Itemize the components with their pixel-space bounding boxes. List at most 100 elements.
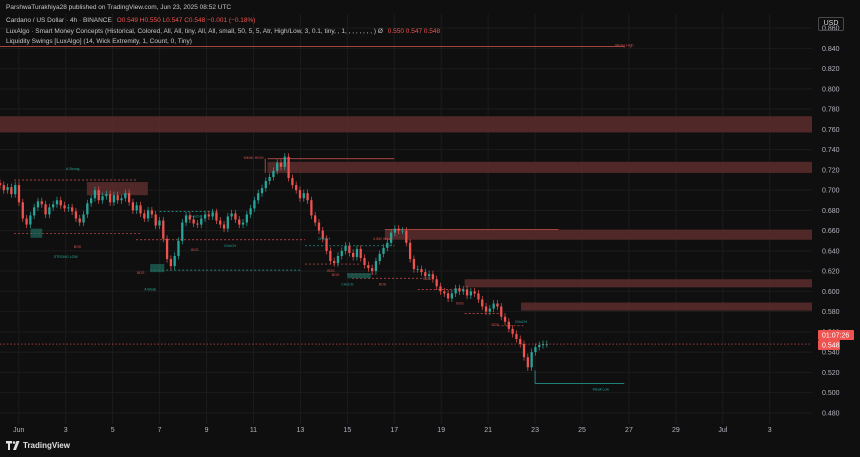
candle (473, 287, 476, 297)
candle (200, 214, 203, 229)
tradingview-brand-text: TradingView (23, 441, 70, 450)
price-tick-label: 0.500 (822, 390, 840, 397)
candle-body (86, 203, 89, 215)
candle-body (500, 306, 503, 317)
candle-body (253, 200, 256, 209)
candle (367, 261, 370, 272)
candle-body (443, 291, 446, 294)
candle (522, 340, 526, 361)
price-tick-label: 0.700 (822, 188, 840, 195)
candle-body (207, 214, 210, 217)
candle-body (496, 303, 499, 307)
candle (25, 214, 28, 229)
candle-body (238, 219, 241, 225)
candle-body (515, 333, 518, 339)
time-tick-label: 25 (578, 427, 586, 434)
candle (321, 227, 324, 243)
candle (21, 198, 24, 223)
candle (469, 287, 473, 299)
candle (386, 239, 389, 252)
candle-body (146, 210, 150, 219)
candle (238, 215, 241, 229)
candle (298, 186, 302, 202)
candle-body (306, 193, 309, 201)
candle-body (59, 200, 62, 206)
price-tick-label: 0.580 (822, 309, 840, 316)
indicator-smc-values: 0.550 0.547 0.548 (387, 28, 441, 35)
candle-body (55, 200, 59, 205)
candle (477, 289, 480, 304)
candle-body (188, 215, 192, 220)
structure-label: WEAK HIGH (243, 156, 264, 160)
indicator-liquidity-label[interactable]: Liquidity Swings [LuxAlgo] (14, Wick Ext… (6, 38, 192, 45)
candle-body (393, 228, 397, 233)
current-price-tag: 01:07:26 0.548 (0, 330, 854, 351)
candle (40, 197, 43, 208)
candle-body (283, 156, 286, 167)
candle-body (264, 181, 267, 189)
candle (78, 214, 81, 227)
structure-label: 0.552 Weak (373, 237, 392, 241)
currency-button[interactable]: USD (818, 17, 844, 31)
candle-body (412, 258, 416, 270)
candle-body (450, 293, 454, 299)
candle (401, 227, 404, 235)
candle (181, 219, 184, 245)
candle (500, 303, 503, 321)
price-tick-label: 0.540 (822, 350, 840, 357)
candle (450, 289, 454, 303)
candle (420, 265, 423, 276)
candle (249, 204, 252, 218)
candle-body (112, 195, 116, 203)
candle (348, 242, 351, 257)
demand-zone (150, 264, 165, 273)
candle-body (416, 269, 419, 270)
candle-body (279, 162, 283, 167)
candle-body (348, 245, 351, 253)
candle (222, 221, 226, 233)
tradingview-branding: TradingView (6, 441, 70, 450)
candle (439, 282, 442, 295)
candle-body (317, 222, 321, 231)
order-block-zone (520, 302, 812, 311)
candle-body (196, 223, 199, 225)
candle-body (0, 183, 2, 186)
candle-body (162, 220, 165, 239)
time-tick-label: 3 (768, 427, 772, 434)
candle-body (302, 193, 305, 199)
symbol-title[interactable]: Cardano / US Dollar · 4h · BINANCE (6, 17, 112, 24)
indicator-line-1: LuxAlgo · Smart Money Concepts (Historic… (6, 28, 443, 36)
structure-label: CHoCH (189, 214, 202, 218)
candle (435, 275, 438, 290)
order-block-zone (0, 116, 812, 133)
structure-label: CHoCH (341, 282, 354, 286)
candle-body (173, 255, 176, 267)
candle (86, 199, 89, 218)
price-tick-label: 0.740 (822, 147, 840, 154)
candle-body (374, 261, 378, 272)
candle-body (530, 352, 533, 368)
candle (188, 211, 192, 224)
candle-body (397, 228, 400, 231)
price-tick-label: 0.800 (822, 86, 840, 93)
candle (6, 183, 9, 194)
indicator-smc-label[interactable]: LuxAlgo · Smart Money Concepts (Historic… (6, 28, 383, 35)
candle-body (420, 269, 423, 273)
candle (10, 183, 13, 198)
candle-body (321, 230, 324, 239)
candle (44, 200, 47, 218)
candle (105, 190, 108, 200)
candle-body (25, 218, 28, 225)
candle (333, 257, 336, 267)
candle (336, 252, 340, 267)
candle (112, 191, 116, 206)
candle-body (200, 218, 203, 225)
time-axis: Jun 3 5 7 9 11 13 15 17 19 21 23 25 27 29 Jul 3 (13, 427, 772, 434)
order-block-zones (0, 116, 812, 311)
candle-body (154, 214, 157, 226)
candle-body (44, 204, 47, 215)
candles-series (0, 153, 548, 371)
demand-zone (347, 273, 371, 279)
